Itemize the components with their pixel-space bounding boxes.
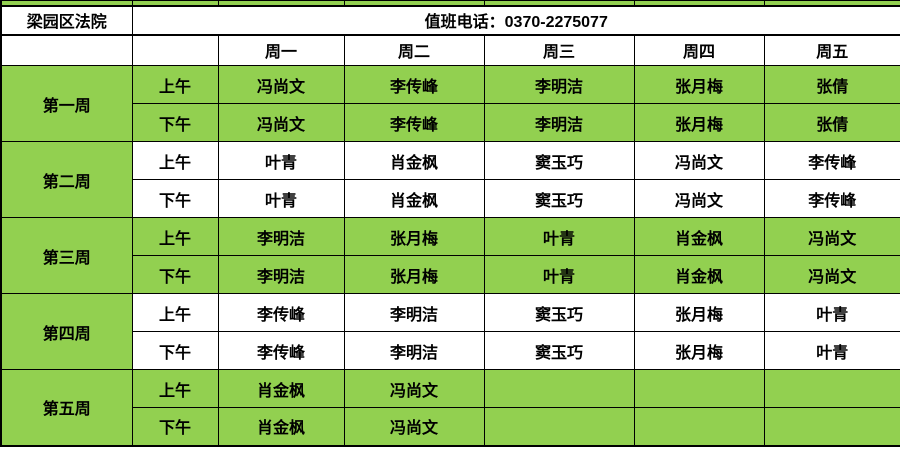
duty-cell: 张月梅 <box>633 293 765 332</box>
duty-cell: 肖金枫 <box>633 255 765 294</box>
duty-cell: 李传峰 <box>217 331 345 370</box>
duty-cell: 张倩 <box>763 65 900 104</box>
day-header-tue: 周二 <box>343 34 485 66</box>
duty-cell: 李传峰 <box>217 293 345 332</box>
table-row: 下午 李明洁 张月梅 叶青 肖金枫 冯尚文 <box>1 255 900 294</box>
duty-cell: 肖金枫 <box>343 179 485 218</box>
duty-phone-cell: 值班电话：0370-2275077 <box>131 5 900 36</box>
duty-cell: 肖金枫 <box>343 141 485 180</box>
table-row: 第五周 上午 肖金枫 冯尚文 <box>0 369 900 446</box>
duty-cell: 李明洁 <box>217 217 345 256</box>
period-cell: 上午 <box>131 217 219 256</box>
duty-cell: 冯尚文 <box>633 179 765 218</box>
duty-cell: 叶青 <box>483 255 635 294</box>
duty-cell: 冯尚文 <box>217 103 345 142</box>
table-row: 第四周 上午 李传峰 李明洁 窦玉巧 张月梅 叶青 <box>0 293 900 370</box>
table-row: 第二周 上午 叶青 肖金枫 窦玉巧 冯尚文 李传峰 <box>0 141 900 218</box>
duty-cell <box>633 407 765 446</box>
court-name-cell: 梁园区法院 <box>0 5 133 36</box>
duty-cell: 张月梅 <box>343 217 485 256</box>
duty-cell: 李传峰 <box>763 179 900 218</box>
period-cell: 下午 <box>131 407 219 446</box>
duty-cell: 叶青 <box>763 331 900 370</box>
duty-cell: 李明洁 <box>343 331 485 370</box>
period-cell: 上午 <box>131 369 219 408</box>
duty-cell: 冯尚文 <box>343 369 485 408</box>
duty-cell <box>633 369 765 408</box>
period-cell: 下午 <box>131 179 219 218</box>
period-cell: 上午 <box>131 65 219 104</box>
title-row: 梁园区法院 值班电话：0370-2275077 <box>0 5 900 36</box>
week-label-cell: 第五周 <box>0 369 133 446</box>
duty-cell: 叶青 <box>763 293 900 332</box>
duty-cell: 李传峰 <box>763 141 900 180</box>
duty-cell: 李明洁 <box>217 255 345 294</box>
duty-cell: 李传峰 <box>343 65 485 104</box>
week-label-cell: 第一周 <box>0 65 133 142</box>
period-cell: 下午 <box>131 255 219 294</box>
duty-cell: 李明洁 <box>483 103 635 142</box>
duty-cell: 李明洁 <box>343 293 485 332</box>
duty-cell: 冯尚文 <box>343 407 485 446</box>
duty-cell: 张月梅 <box>633 103 765 142</box>
empty-corner-cell <box>0 34 133 66</box>
table-row: 下午 叶青 肖金枫 窦玉巧 冯尚文 李传峰 <box>1 179 900 218</box>
duty-cell: 叶青 <box>217 141 345 180</box>
duty-cell: 冯尚文 <box>217 65 345 104</box>
duty-cell: 窦玉巧 <box>483 141 635 180</box>
duty-cell <box>483 369 635 408</box>
duty-cell: 冯尚文 <box>633 141 765 180</box>
duty-cell: 冯尚文 <box>763 255 900 294</box>
day-header-fri: 周五 <box>763 34 900 66</box>
duty-cell: 肖金枫 <box>633 217 765 256</box>
duty-cell: 张月梅 <box>633 331 765 370</box>
table-row: 第三周 上午 李明洁 张月梅 叶青 肖金枫 冯尚文 <box>0 217 900 294</box>
duty-cell: 冯尚文 <box>763 217 900 256</box>
duty-cell <box>483 407 635 446</box>
week-label-cell: 第二周 <box>0 141 133 218</box>
duty-cell: 叶青 <box>217 179 345 218</box>
duty-cell: 肖金枫 <box>217 369 345 408</box>
week-label-cell: 第三周 <box>0 217 133 294</box>
duty-cell: 肖金枫 <box>217 407 345 446</box>
duty-cell: 李明洁 <box>483 65 635 104</box>
duty-cell: 李传峰 <box>343 103 485 142</box>
week-label-cell: 第四周 <box>0 293 133 370</box>
table-row: 下午 冯尚文 李传峰 李明洁 张月梅 张倩 <box>1 103 900 142</box>
day-header-wed: 周三 <box>483 34 635 66</box>
day-header-row: 周一 周二 周三 周四 周五 <box>0 34 900 66</box>
day-header-mon: 周一 <box>217 34 345 66</box>
table-row: 下午 李传峰 李明洁 窦玉巧 张月梅 叶青 <box>1 331 900 370</box>
period-cell: 上午 <box>131 293 219 332</box>
table-row: 下午 肖金枫 冯尚文 <box>1 407 900 446</box>
top-partial-row <box>0 0 900 7</box>
duty-cell: 张月梅 <box>633 65 765 104</box>
period-cell: 上午 <box>131 141 219 180</box>
duty-cell: 张倩 <box>763 103 900 142</box>
table-row: 第一周 上午 冯尚文 李传峰 李明洁 张月梅 张倩 <box>0 65 900 142</box>
duty-cell: 窦玉巧 <box>483 179 635 218</box>
empty-corner-cell <box>131 34 219 66</box>
duty-cell: 张月梅 <box>343 255 485 294</box>
period-cell: 下午 <box>131 103 219 142</box>
period-cell: 下午 <box>131 331 219 370</box>
partial-cell <box>763 0 900 7</box>
day-header-thu: 周四 <box>633 34 765 66</box>
duty-cell: 叶青 <box>483 217 635 256</box>
duty-cell <box>763 407 900 446</box>
duty-cell: 窦玉巧 <box>483 331 635 370</box>
duty-cell <box>763 369 900 408</box>
duty-cell: 窦玉巧 <box>483 293 635 332</box>
